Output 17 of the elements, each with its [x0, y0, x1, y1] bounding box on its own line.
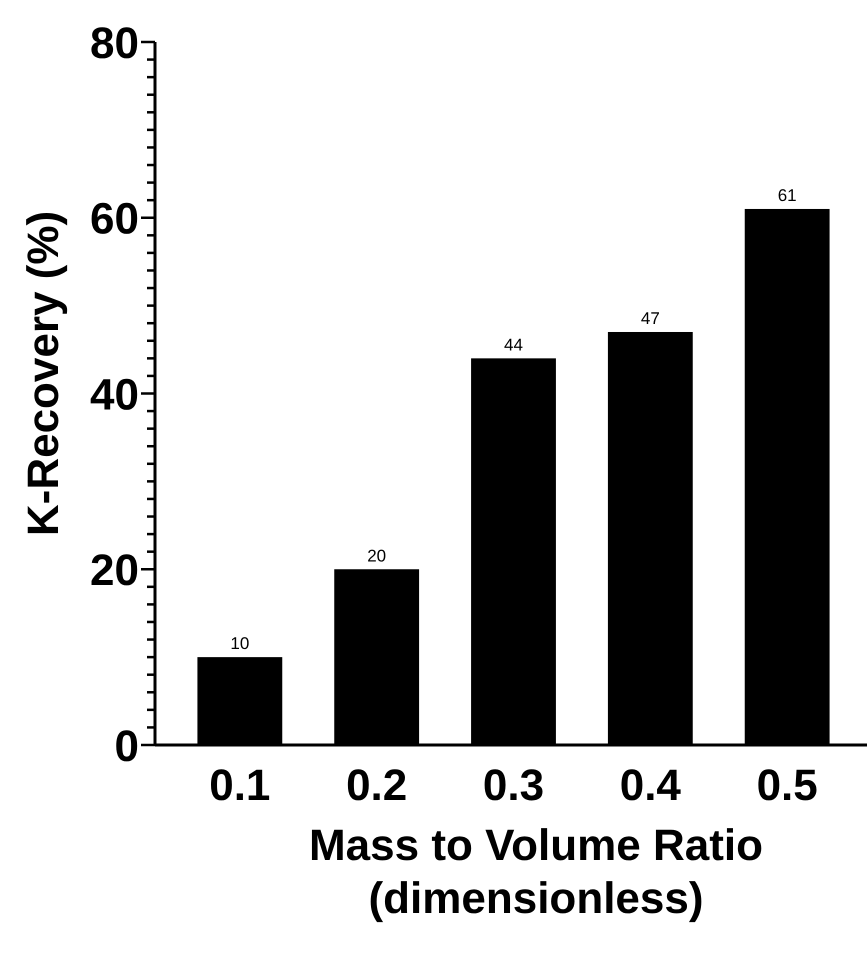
x-tick-label: 0.5 — [756, 761, 818, 810]
x-tick-label: 0.4 — [620, 761, 682, 810]
data-label: 44 — [504, 335, 523, 354]
data-label: 20 — [367, 546, 386, 566]
y-tick-label: 20 — [90, 546, 139, 596]
data-label: 10 — [230, 634, 250, 654]
x-tick-label: 0.1 — [209, 761, 270, 810]
y-tick-label: 60 — [90, 194, 139, 244]
x-tick-label: 0.2 — [346, 761, 408, 810]
x-tick-label: 0.3 — [482, 761, 544, 810]
y-tick-label: 0 — [114, 722, 139, 771]
y-tick-label: 40 — [90, 370, 139, 420]
data-label: 61 — [778, 186, 797, 205]
y-axis-title: K-Recovery (%) — [19, 210, 68, 536]
x-axis-title: Mass to Volume Ratio (dimensionless) — [309, 821, 763, 923]
data-label: 47 — [640, 308, 660, 328]
y-tick-label: 80 — [90, 18, 139, 68]
